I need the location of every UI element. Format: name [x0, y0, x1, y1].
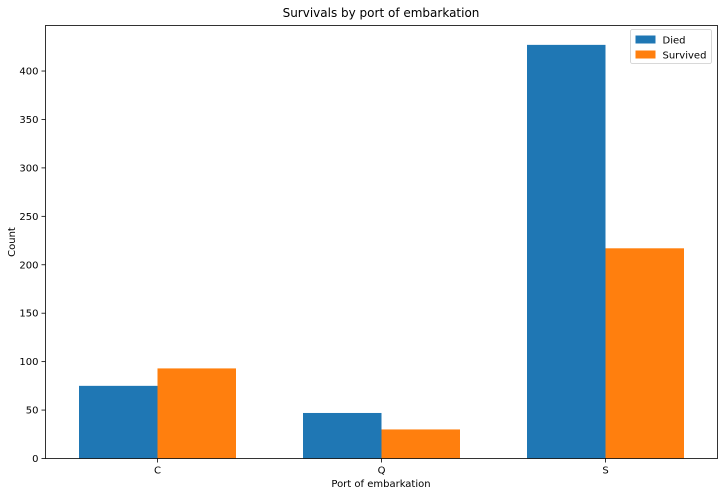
x-tick-label-s: S — [602, 466, 608, 477]
x-tick-label-q: Q — [378, 466, 386, 477]
bar-survived-q — [381, 429, 460, 459]
bar-died-q — [303, 412, 382, 459]
bar-survived-c — [157, 368, 236, 459]
y-tick-label-150: 150 — [19, 309, 38, 320]
y-tick-label-350: 350 — [19, 115, 38, 126]
y-tick-label-100: 100 — [19, 357, 38, 368]
y-axis: 0 50 100 150 200 250 300 350 400 — [19, 67, 46, 465]
bars-group — [79, 44, 684, 459]
y-tick-label-0: 0 — [32, 454, 38, 465]
y-tick-label-300: 300 — [19, 163, 38, 174]
legend: Died Survived — [630, 29, 712, 64]
legend-swatch-survived — [635, 50, 656, 59]
y-tick-label-200: 200 — [19, 260, 38, 271]
bar-survived-s — [605, 248, 684, 459]
bar-died-s — [527, 44, 606, 459]
legend-label-died: Died — [663, 36, 686, 47]
bar-died-c — [79, 385, 158, 459]
y-tick-label-50: 50 — [26, 406, 39, 417]
y-axis-label: Count — [7, 227, 18, 257]
legend-label-survived: Survived — [663, 51, 707, 62]
legend-swatch-died — [635, 35, 656, 44]
chart-title: Survivals by port of embarkation — [283, 6, 480, 20]
plot-frame — [45, 25, 718, 459]
x-axis-label: Port of embarkation — [331, 479, 430, 490]
x-tick-label-c: C — [154, 466, 161, 477]
y-tick-label-250: 250 — [19, 212, 38, 223]
y-tick-label-400: 400 — [19, 67, 38, 78]
